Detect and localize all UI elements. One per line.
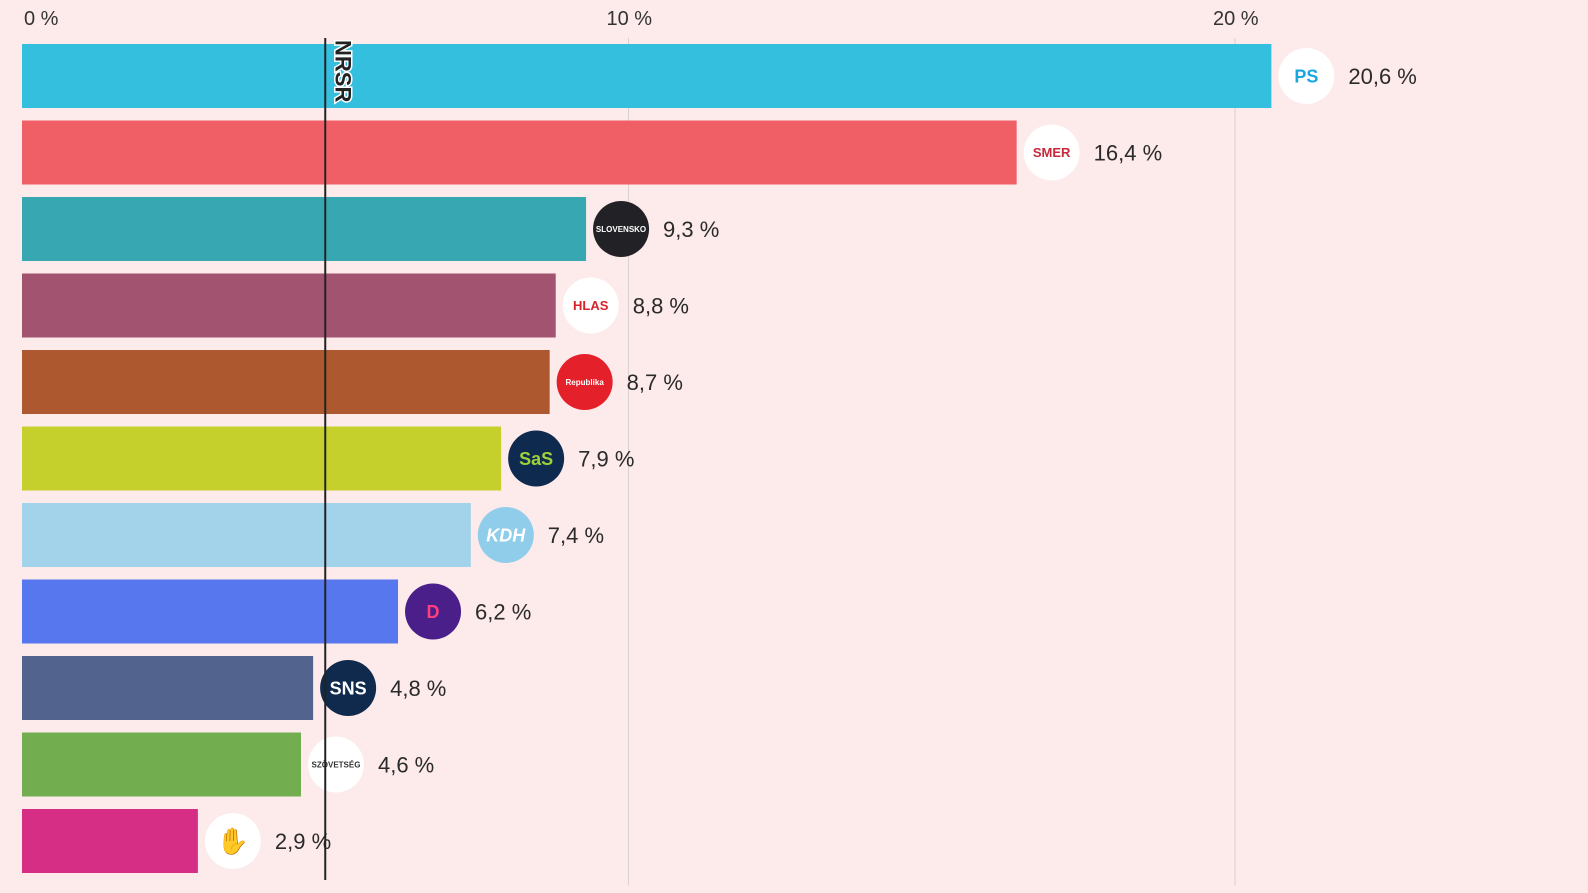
party-logo-text: Republika [566, 378, 605, 387]
party-logo [556, 354, 613, 410]
bar [22, 579, 399, 644]
x-tick-label: 20 % [1213, 8, 1259, 30]
party-logo [1278, 48, 1335, 104]
party-logo [477, 507, 534, 563]
value-label: 4,6 % [378, 753, 434, 778]
party-logo [1023, 124, 1080, 181]
threshold-label: NRSR [330, 40, 355, 102]
value-label: 20,6 % [1348, 64, 1417, 89]
party-logo [320, 660, 377, 716]
bar [22, 197, 587, 261]
value-label: 6,2 % [475, 600, 531, 625]
bar [22, 809, 198, 873]
bar [22, 732, 301, 797]
bar [22, 503, 471, 567]
hands-icon: ✋ [217, 826, 249, 856]
x-tick-label: 0 % [24, 8, 59, 30]
party-logo-text: D [427, 602, 440, 622]
value-label: 7,9 % [578, 447, 634, 472]
value-label: 7,4 % [548, 523, 604, 548]
value-label: 16,4 % [1094, 141, 1163, 166]
party-logo-text: SMER [1033, 145, 1071, 160]
value-label: 9,3 % [663, 217, 719, 242]
party-logo [508, 430, 565, 487]
party-logo [405, 583, 462, 640]
party-logo-text: SNS [330, 678, 367, 698]
bar [22, 120, 1017, 185]
value-label: 8,7 % [627, 370, 683, 395]
party-logo [307, 736, 364, 793]
party-logo [562, 277, 619, 334]
value-label: 4,8 % [390, 676, 446, 701]
party-logo-text: KDH [486, 525, 526, 545]
bar [22, 350, 550, 414]
party-logo-text: SZÖVETSÉG [312, 760, 361, 769]
party-logo [593, 201, 650, 257]
value-label: 2,9 % [275, 829, 331, 854]
bar [22, 273, 556, 338]
bar [22, 44, 1272, 108]
bar [22, 426, 502, 491]
x-tick-label: 10 % [607, 8, 653, 30]
party-logo [204, 813, 261, 869]
party-logo-text: SaS [519, 449, 553, 469]
bar [22, 656, 314, 720]
party-logo-text: HLAS [573, 298, 609, 313]
party-logo-text: SLOVENSKO [596, 225, 646, 234]
party-logo-text: PS [1294, 66, 1318, 86]
value-label: 8,8 % [633, 294, 689, 319]
